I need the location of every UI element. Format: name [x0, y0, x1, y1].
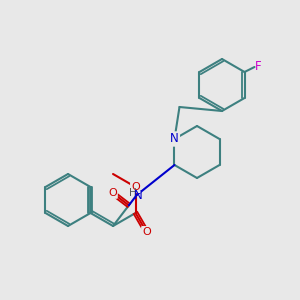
Text: N: N	[170, 133, 179, 146]
Text: F: F	[255, 61, 262, 74]
Text: N: N	[134, 188, 143, 202]
Text: O: O	[131, 182, 140, 192]
Text: O: O	[142, 227, 151, 237]
Text: O: O	[108, 188, 117, 198]
Text: H: H	[129, 188, 136, 198]
